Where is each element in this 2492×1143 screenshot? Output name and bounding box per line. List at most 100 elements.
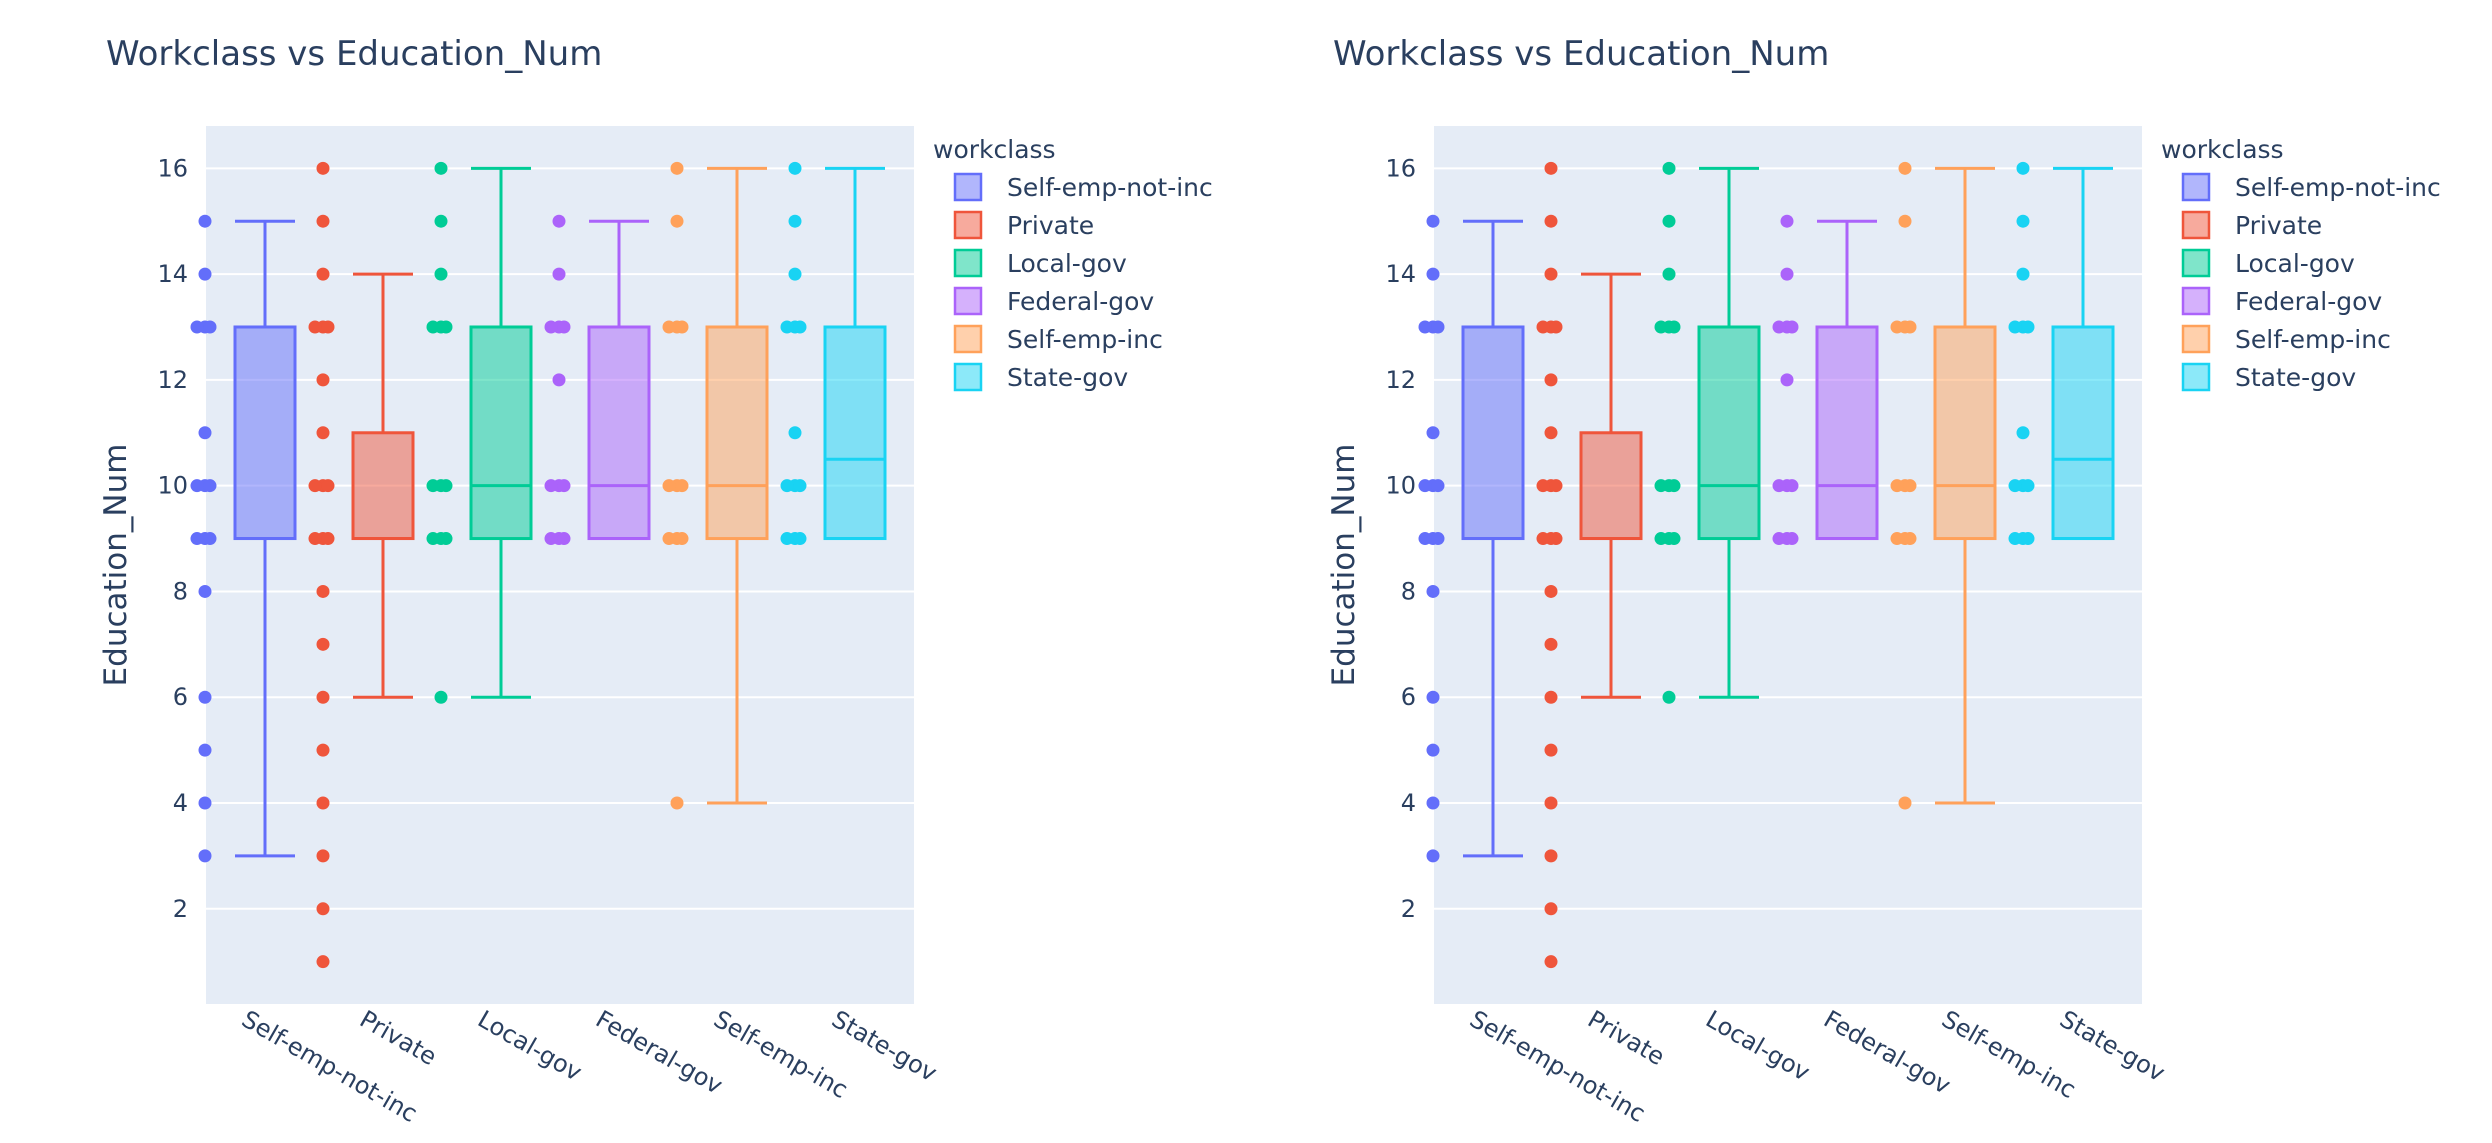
outlier-point — [552, 373, 566, 387]
legend-item: Federal-gov — [953, 286, 1154, 316]
outlier-point — [1426, 743, 1440, 757]
chart-panel-1: Workclass vs Education_Num 2 4 6 8 10 12 14 16 Ed… — [98, 34, 1213, 1128]
outlier-point — [434, 690, 448, 704]
outlier-point — [780, 532, 794, 546]
outlier-point — [316, 584, 330, 598]
y-tick-label: 12 — [1385, 366, 1416, 394]
outlier-point — [1772, 532, 1786, 546]
outlier-point — [1431, 479, 1445, 493]
outlier-point — [1536, 479, 1550, 493]
outlier-point — [316, 214, 330, 228]
legend: workclass Self-emp-not-inc Private Local-go… — [933, 135, 1213, 392]
outlier-point — [1426, 267, 1440, 281]
outlier-point — [1903, 320, 1917, 334]
outlier-point — [198, 690, 212, 704]
x-tick-label: Private — [1583, 1005, 1669, 1071]
outlier-point — [1890, 320, 1904, 334]
outlier-point — [434, 161, 448, 175]
outlier-point — [1785, 532, 1799, 546]
outlier-point — [316, 690, 330, 704]
outlier-point — [1544, 161, 1558, 175]
box-iqr — [469, 325, 533, 541]
outlier-point — [1772, 479, 1786, 493]
series-self-emp-inc — [662, 161, 769, 810]
y-tick-label: 16 — [1385, 154, 1416, 182]
outlier-point — [1426, 426, 1440, 440]
outlier-point — [788, 267, 802, 281]
legend-item: Private — [2181, 210, 2322, 240]
legend-swatch — [953, 324, 983, 354]
outlier-point — [1544, 214, 1558, 228]
outlier-point — [316, 796, 330, 810]
outlier-point — [1654, 532, 1668, 546]
box-iqr — [1579, 431, 1643, 541]
outlier-point — [1544, 584, 1558, 598]
outlier-point — [190, 479, 204, 493]
series-federal-gov — [1772, 214, 1879, 546]
series-local-gov — [426, 161, 533, 704]
series-self-emp-inc — [1890, 161, 1997, 810]
box-iqr — [823, 325, 887, 541]
outlier-point — [544, 532, 558, 546]
outlier-point — [1544, 955, 1558, 969]
outlier-point — [670, 214, 684, 228]
outlier-point — [308, 320, 322, 334]
x-tick-label: Local-gov — [473, 1005, 587, 1087]
outlier-point — [1785, 479, 1799, 493]
outlier-point — [793, 532, 807, 546]
outlier-point — [316, 955, 330, 969]
outlier-point — [1544, 743, 1558, 757]
outlier-point — [557, 320, 571, 334]
legend-swatch — [2181, 286, 2211, 316]
legend-swatch — [953, 286, 983, 316]
outlier-point — [1426, 214, 1440, 228]
outlier-point — [190, 320, 204, 334]
legend-item: Local-gov — [953, 248, 1127, 278]
legend-swatch — [2181, 172, 2211, 202]
legend-title: workclass — [2161, 135, 2284, 164]
box-iqr — [2051, 325, 2115, 541]
legend-label: Self-emp-not-inc — [1007, 173, 1213, 202]
outlier-point — [662, 479, 676, 493]
outlier-point — [198, 849, 212, 863]
plot-area — [206, 126, 914, 1004]
legend-label: Local-gov — [2235, 249, 2355, 278]
outlier-point — [316, 743, 330, 757]
legend: workclass Self-emp-not-inc Private Local-go… — [2161, 135, 2441, 392]
outlier-point — [2021, 532, 2035, 546]
outlier-point — [1654, 479, 1668, 493]
legend-item: Self-emp-not-inc — [2181, 172, 2441, 202]
legend-label: Local-gov — [1007, 249, 1127, 278]
outlier-point — [552, 267, 566, 281]
outlier-point — [670, 161, 684, 175]
outlier-point — [1654, 320, 1668, 334]
outlier-point — [1903, 479, 1917, 493]
outlier-point — [198, 796, 212, 810]
outlier-point — [439, 479, 453, 493]
legend-item: Local-gov — [2181, 248, 2355, 278]
y-tick-label: 6 — [1401, 683, 1416, 711]
box-iqr — [1461, 325, 1525, 541]
outlier-point — [2021, 320, 2035, 334]
box-iqr — [351, 431, 415, 541]
outlier-point — [2021, 479, 2035, 493]
outlier-point — [552, 214, 566, 228]
outlier-point — [557, 479, 571, 493]
outlier-point — [1418, 320, 1432, 334]
outlier-point — [321, 532, 335, 546]
outlier-point — [439, 320, 453, 334]
legend-title: workclass — [933, 135, 1056, 164]
outlier-point — [1785, 320, 1799, 334]
outlier-point — [1544, 426, 1558, 440]
box-iqr — [233, 325, 297, 541]
outlier-point — [788, 214, 802, 228]
outlier-point — [1431, 532, 1445, 546]
legend-swatch — [953, 248, 983, 278]
outlier-point — [2016, 426, 2030, 440]
legend-label: Private — [1007, 211, 1094, 240]
legend-label: Federal-gov — [2235, 287, 2382, 316]
box-iqr — [1933, 325, 1997, 541]
outlier-point — [439, 532, 453, 546]
outlier-point — [198, 267, 212, 281]
